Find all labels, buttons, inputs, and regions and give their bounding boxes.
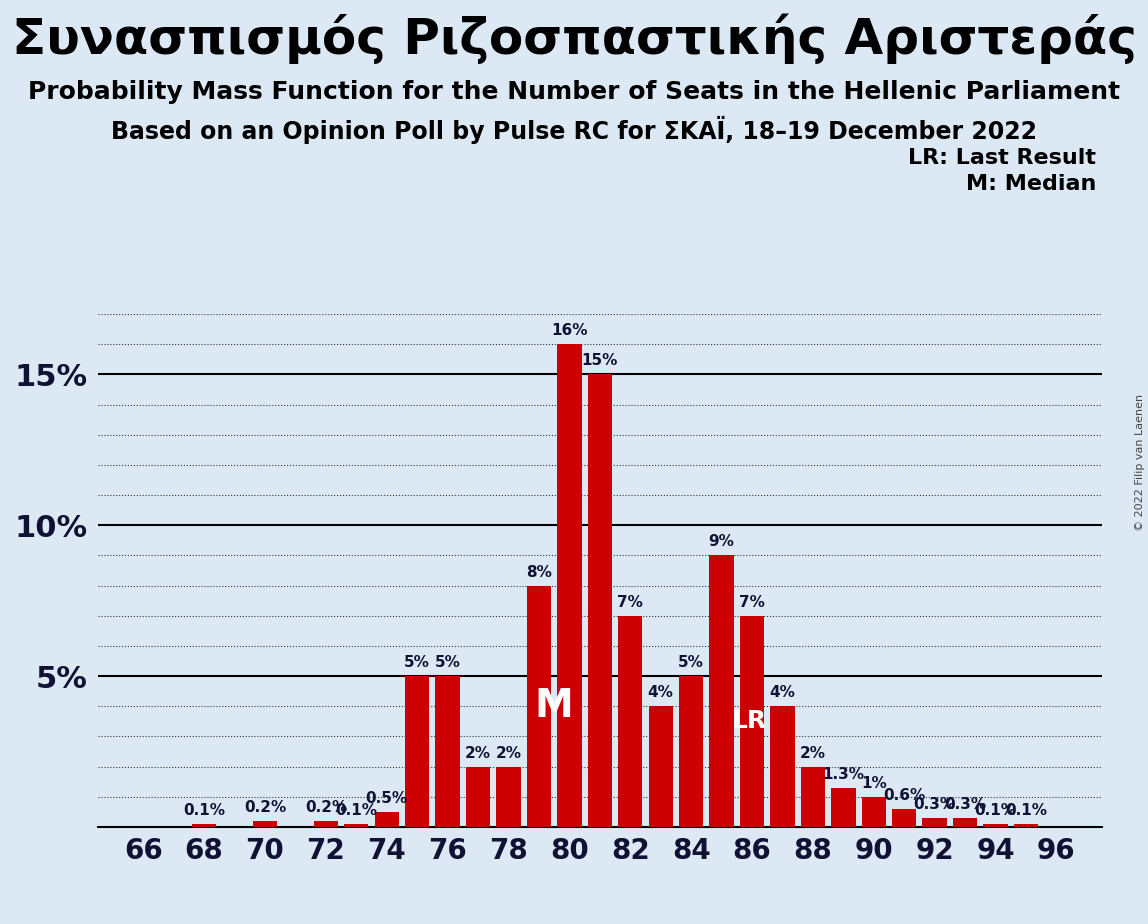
Bar xyxy=(496,767,521,827)
Bar xyxy=(984,824,1008,827)
Bar xyxy=(678,676,704,827)
Text: 4%: 4% xyxy=(647,686,674,700)
Text: 0.1%: 0.1% xyxy=(184,803,225,818)
Text: 1%: 1% xyxy=(861,776,886,791)
Bar xyxy=(770,706,794,827)
Bar xyxy=(892,808,916,827)
Bar xyxy=(709,555,734,827)
Text: 16%: 16% xyxy=(551,323,588,338)
Text: Probability Mass Function for the Number of Seats in the Hellenic Parliament: Probability Mass Function for the Number… xyxy=(28,80,1120,104)
Bar xyxy=(618,615,643,827)
Text: 0.5%: 0.5% xyxy=(366,791,408,806)
Text: 9%: 9% xyxy=(708,534,735,550)
Bar xyxy=(405,676,429,827)
Text: 2%: 2% xyxy=(800,746,825,760)
Text: 4%: 4% xyxy=(769,686,796,700)
Text: 0.1%: 0.1% xyxy=(335,803,378,818)
Text: 15%: 15% xyxy=(582,354,618,369)
Text: LR: LR xyxy=(731,710,767,734)
Text: 1.3%: 1.3% xyxy=(822,767,864,782)
Bar xyxy=(862,796,886,827)
Bar xyxy=(831,788,855,827)
Text: 7%: 7% xyxy=(618,595,643,610)
Text: 0.1%: 0.1% xyxy=(1004,803,1047,818)
Bar xyxy=(374,812,398,827)
Text: 8%: 8% xyxy=(526,565,552,579)
Text: 0.2%: 0.2% xyxy=(243,800,286,815)
Text: © 2022 Filip van Laenen: © 2022 Filip van Laenen xyxy=(1135,394,1145,530)
Text: 0.3%: 0.3% xyxy=(914,796,956,812)
Bar xyxy=(313,821,338,827)
Text: 0.3%: 0.3% xyxy=(944,796,986,812)
Bar xyxy=(588,374,612,827)
Bar xyxy=(953,818,977,827)
Bar xyxy=(344,824,369,827)
Bar xyxy=(435,676,460,827)
Bar xyxy=(192,824,216,827)
Bar xyxy=(923,818,947,827)
Text: 5%: 5% xyxy=(404,655,430,670)
Text: LR: Last Result: LR: Last Result xyxy=(908,148,1096,168)
Bar xyxy=(557,345,582,827)
Text: 0.1%: 0.1% xyxy=(975,803,1016,818)
Text: 2%: 2% xyxy=(496,746,521,760)
Bar xyxy=(739,615,765,827)
Text: 2%: 2% xyxy=(465,746,491,760)
Text: M: M xyxy=(535,687,574,725)
Bar xyxy=(466,767,490,827)
Text: Based on an Opinion Poll by Pulse RC for ΣΚΑΪ, 18–19 December 2022: Based on an Opinion Poll by Pulse RC for… xyxy=(111,116,1037,143)
Text: Συνασπισμός Ριζοσπαστικής Αριστεράς: Συνασπισμός Ριζοσπαστικής Αριστεράς xyxy=(11,14,1137,65)
Bar xyxy=(1014,824,1038,827)
Bar xyxy=(253,821,277,827)
Text: M: Median: M: Median xyxy=(965,174,1096,194)
Bar xyxy=(649,706,673,827)
Text: 5%: 5% xyxy=(435,655,460,670)
Text: 7%: 7% xyxy=(739,595,765,610)
Bar xyxy=(527,586,551,827)
Text: 0.2%: 0.2% xyxy=(304,800,347,815)
Bar xyxy=(800,767,825,827)
Text: 5%: 5% xyxy=(678,655,704,670)
Text: 0.6%: 0.6% xyxy=(883,788,925,803)
